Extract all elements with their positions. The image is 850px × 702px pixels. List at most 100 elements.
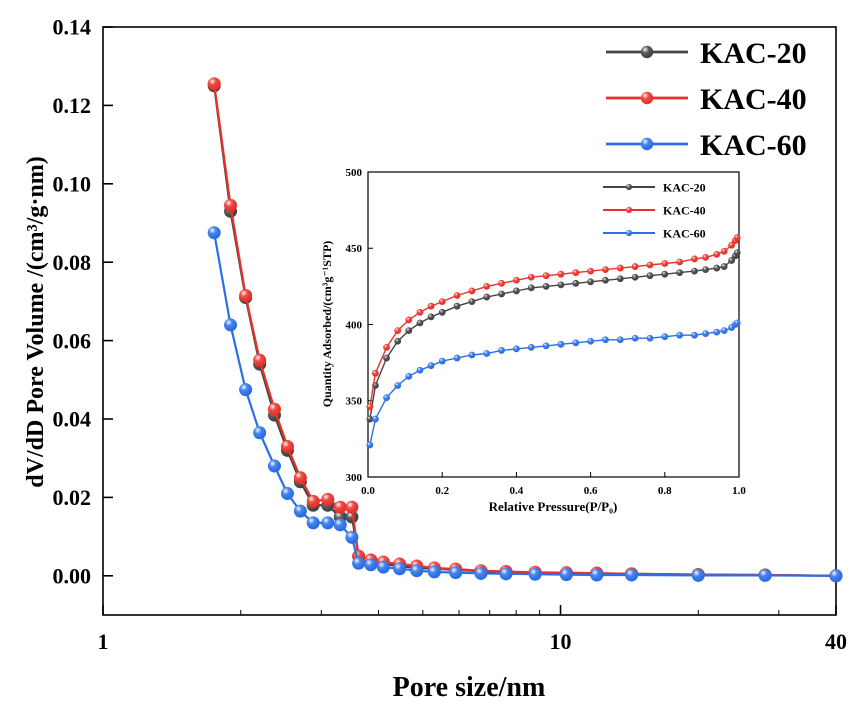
inset-point-highlight [439,298,446,305]
main-point-highlight [364,558,378,572]
inset-point-highlight [572,269,579,276]
inset-point-highlight [602,277,609,284]
main-point-highlight [239,289,252,302]
main-point-highlight [224,318,237,332]
inset-point-highlight [602,266,609,273]
inset-series-kac-60 [366,319,741,449]
inset-point-highlight [721,248,728,255]
inset-point-highlight [427,313,435,320]
main-point-highlight [560,568,573,581]
inset-point-highlight [661,271,668,278]
inset-point-highlight [721,263,728,270]
inset-point-highlight [734,319,741,327]
inset-point-highlight [713,329,720,336]
main-legend-marker-highlight [640,91,654,105]
inset-legend-marker-highlight [625,183,633,191]
inset-point-highlight [728,242,735,249]
inset-point-highlight [721,327,728,334]
inset-point-highlight [366,415,373,423]
main-legend-label-kac-20: KAC-20 [700,37,807,70]
inset-point-highlight [372,415,379,423]
inset-point-highlight [572,280,579,287]
main-y-tick-label: 0.10 [53,172,92,197]
main-axes: 1 10 40 0.00 0.02 0.04 0.06 0.08 0.10 0.12 0.14 [53,15,848,654]
inset-point-highlight [383,354,390,362]
main-legend: KAC-20 KAC-40 KAC-60 [606,37,807,162]
inset-y-axis-label: Quantity Adsorbed/(cm³g⁻¹STP) [320,241,334,408]
inset-legend-marker-highlight [625,229,633,237]
inset-point-highlight [572,339,579,346]
inset-point-highlight [513,345,520,352]
inset-y-tick-label: 500 [346,167,363,179]
inset-x-tick-label: 0.2 [435,485,449,497]
inset-x-axis-label: Relative Pressure(P/P₀) [489,499,618,514]
main-series [207,77,843,583]
inset-point-highlight [483,350,490,357]
main-point-highlight [321,516,335,530]
main-point-highlight [352,557,365,570]
inset-point-highlight [366,403,373,410]
main-point-highlight [224,199,237,212]
main-point-highlight [625,568,638,582]
inset-y-tick-label: 350 [346,396,363,408]
main-series-kac-60 [207,226,843,583]
inset-point-highlight [587,268,594,275]
main-point-highlight [207,77,221,91]
main-y-tick-label: 0.04 [53,407,92,432]
main-y-tick-label: 0.08 [53,250,92,275]
inset-x-tick-label: 0.0 [361,485,375,497]
main-point-highlight [268,403,281,416]
main-point-highlight [528,568,542,581]
inset-point-highlight [542,342,550,349]
main-point-highlight [758,569,772,582]
inset-point-highlight [439,309,446,316]
main-point-highlight [334,518,347,532]
inset-point-highlight [468,351,475,359]
inset-point-highlight [713,251,720,258]
main-y-tick-label: 0.02 [53,485,92,510]
main-point-highlight [428,565,441,579]
inset-legend-marker-highlight [625,206,633,214]
inset-legend-label-kac-20: KAC-20 [663,180,706,194]
inset-point-highlight [416,367,424,374]
main-point-highlight [345,531,359,544]
inset-legend-label-kac-60: KAC-60 [663,226,706,240]
main-point-highlight [253,426,266,439]
main-point-highlight [393,562,406,575]
main-y-tick-label: 0.14 [53,15,92,40]
inset-point-highlight [453,292,461,299]
inset-point-highlight [676,332,683,339]
main-point-highlight [321,493,335,506]
main-point-highlight [239,383,252,396]
inset-point-highlight [513,277,520,284]
main-plot: 1 10 40 0.00 0.02 0.04 0.06 0.08 0.10 0.12 0.14 KA… [23,15,847,702]
inset-y-tick-label: 300 [346,472,363,484]
inset-point-highlight [646,335,654,342]
main-point-highlight [410,564,423,577]
main-point-highlight [449,566,462,579]
inset-point-highlight [617,275,624,282]
main-point-highlight [499,567,513,581]
main-point-highlight [294,471,307,484]
inset-legend-label-kac-40: KAC-40 [663,203,706,217]
inset-point-highlight [427,362,435,369]
inset-y-tick-label: 400 [346,319,363,331]
main-point-highlight [253,354,266,367]
inset-plot-frame [367,171,740,478]
main-point-highlight [294,504,307,518]
inset-point-highlight [691,332,698,339]
main-point-highlight [207,226,221,239]
inset-point-highlight [453,354,461,362]
main-plot-frame [102,26,837,616]
inset-point-highlight [632,263,639,270]
inset-point-highlight [676,258,683,266]
main-point-highlight [692,569,705,582]
inset-x-tick-label: 0.6 [584,485,598,497]
inset-point-highlight [587,338,594,345]
inset-point-highlight [602,336,609,343]
inset-point-highlight [661,260,668,267]
inset-point-highlight [513,287,520,295]
inset-point-highlight [439,358,446,365]
main-y-axis-label: dV/dD Pore Volume /(cm³/g·nm) [23,156,49,487]
